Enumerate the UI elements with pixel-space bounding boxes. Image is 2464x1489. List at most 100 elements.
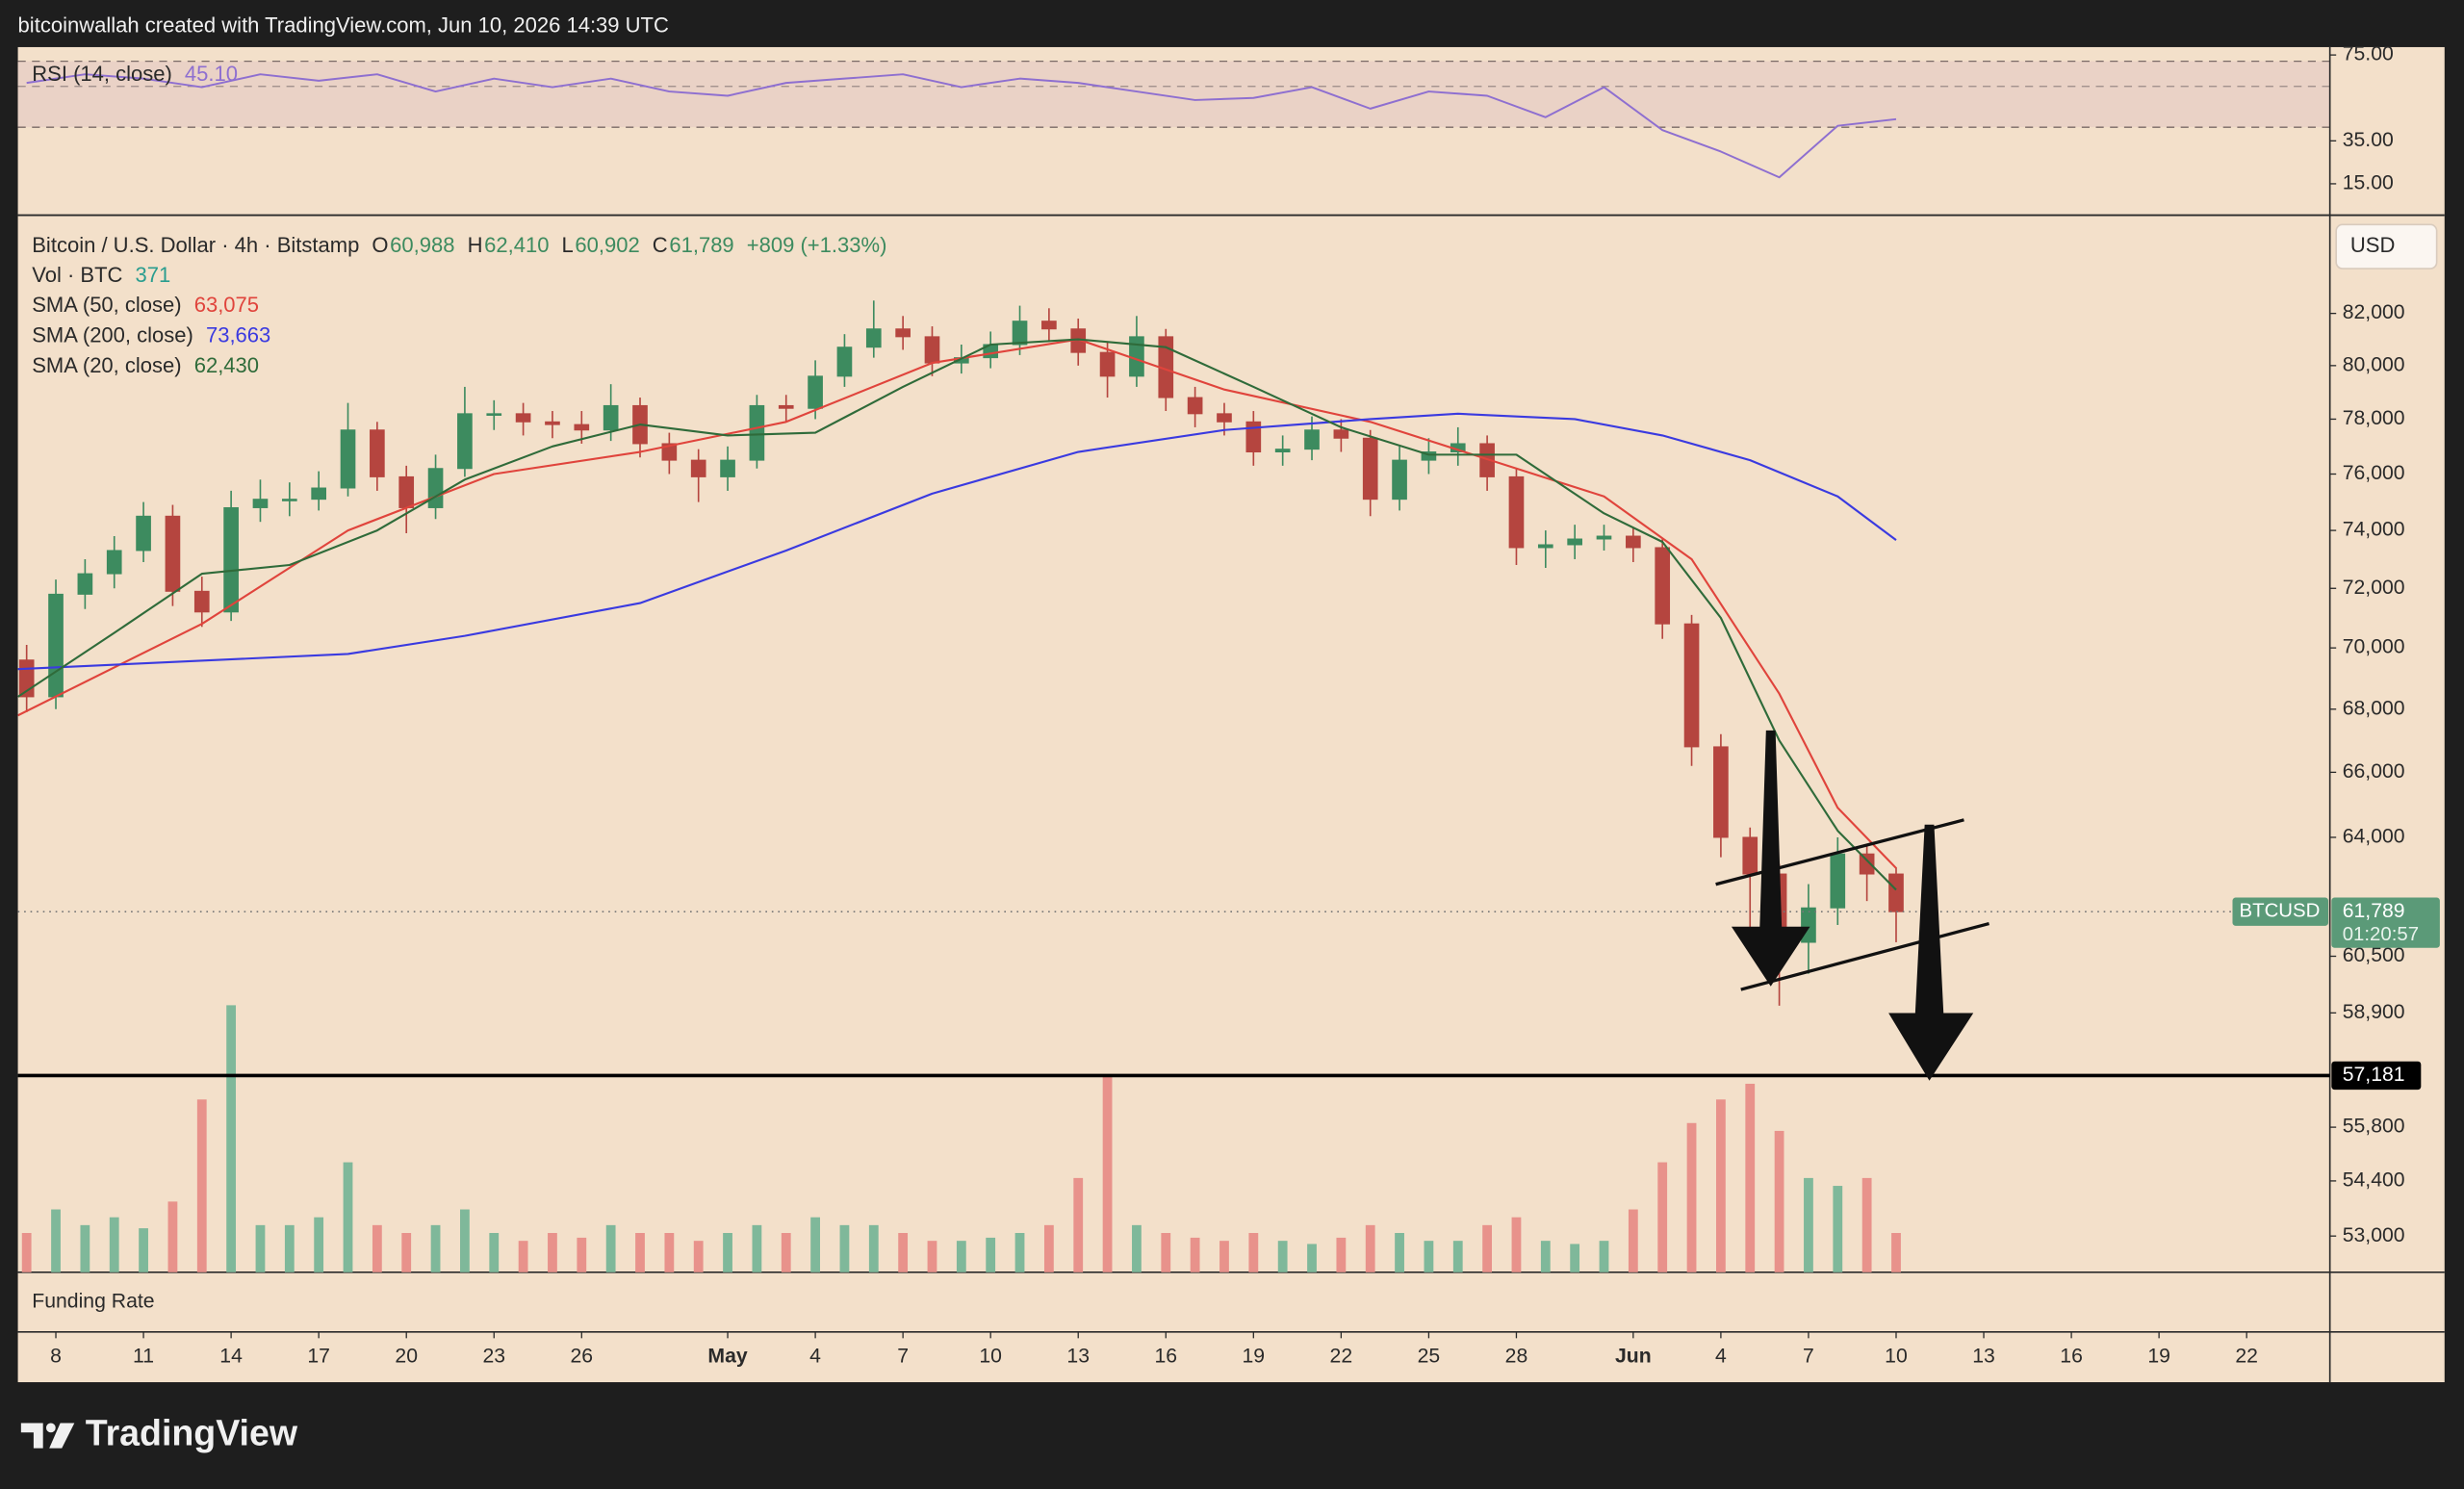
- candle-body: [1655, 547, 1671, 625]
- volume-bar: [548, 1233, 557, 1272]
- candle-body: [1274, 449, 1291, 453]
- volume-bar: [752, 1224, 762, 1272]
- candle-body: [370, 429, 385, 477]
- candle-body: [1801, 907, 1816, 943]
- y-tick-label: 70,000: [2343, 636, 2405, 658]
- volume-bar: [1511, 1217, 1522, 1272]
- volume-bar: [810, 1217, 820, 1272]
- x-tick-label: 4: [1715, 1346, 1727, 1368]
- volume-bar: [635, 1233, 645, 1272]
- candle-body: [515, 413, 531, 423]
- volume-bar: [1424, 1241, 1434, 1272]
- legend-ohlc-value: 61,789: [669, 233, 733, 257]
- currency-button[interactable]: [2335, 223, 2438, 270]
- x-tick-label: 16: [2060, 1346, 2083, 1368]
- volume-bar: [1365, 1224, 1375, 1272]
- y-tick-label: 55,800: [2343, 1116, 2405, 1138]
- candle-body: [1713, 746, 1729, 838]
- candle-body: [895, 328, 911, 338]
- y-tick-label: 54,400: [2343, 1169, 2405, 1192]
- candle-body: [427, 468, 444, 508]
- volume-bar: [109, 1217, 119, 1272]
- volume-bar: [1686, 1122, 1697, 1272]
- candle-body: [398, 475, 415, 508]
- volume-bar: [1745, 1083, 1756, 1272]
- legend-symbol: Bitcoin / U.S. Dollar · 4h · Bitstamp: [32, 233, 359, 257]
- volume-bar: [577, 1237, 587, 1272]
- volume-bar: [1716, 1099, 1726, 1272]
- volume-bar: [1482, 1224, 1493, 1272]
- legend-layer: Bitcoin / U.S. Dollar · 4h · Bitstamp O 60…: [32, 62, 886, 377]
- x-tick-label: 19: [1243, 1346, 1266, 1368]
- volume-bar: [284, 1224, 295, 1272]
- axis-layer: 82,000 80,000 78,000 76,000 74,000 72,000 70,0…: [17, 43, 2440, 1368]
- volume-bar: [314, 1217, 324, 1272]
- footer-brand: TradingView: [86, 1412, 298, 1452]
- volume-bar: [1861, 1177, 1872, 1272]
- legend-ohlc-value: 60,988: [390, 233, 454, 257]
- volume-bar: [1774, 1130, 1784, 1272]
- sma-line: [17, 338, 1897, 869]
- x-tick-label: 7: [1803, 1346, 1814, 1368]
- legend-name: Vol · BTC: [32, 263, 122, 287]
- x-tick-label: Jun: [1615, 1346, 1652, 1368]
- price-layer: [17, 300, 2330, 1006]
- volume-bar: [839, 1224, 850, 1272]
- volume-bar: [489, 1233, 500, 1272]
- candle-body: [77, 573, 93, 595]
- candle-body: [603, 404, 619, 431]
- x-tick-label: 4: [809, 1346, 821, 1368]
- volume-bar: [1657, 1162, 1668, 1272]
- y-tick-label: 68,000: [2343, 697, 2405, 719]
- symbol-tag-label: BTCUSD: [2240, 901, 2321, 922]
- volume-bar: [868, 1224, 879, 1272]
- legend-ohlc-key: O: [372, 233, 388, 257]
- x-tick-label: 19: [2147, 1346, 2170, 1368]
- currency-label[interactable]: USD: [2350, 233, 2395, 257]
- x-tick-label: 7: [897, 1346, 909, 1368]
- candle-body: [661, 443, 678, 461]
- volume-bar: [1190, 1237, 1200, 1272]
- volume-bar: [139, 1228, 148, 1272]
- channel-upper: [1715, 818, 1964, 886]
- x-tick-label: 13: [1972, 1346, 1995, 1368]
- candle-body: [778, 404, 794, 409]
- volume-bar: [693, 1241, 704, 1272]
- volume-bar: [1102, 1075, 1113, 1272]
- volume-bar: [1132, 1224, 1142, 1272]
- volume-bar: [21, 1233, 32, 1272]
- candle-body: [1626, 535, 1641, 549]
- candle-body: [457, 413, 473, 470]
- volume-bar: [956, 1241, 966, 1272]
- volume-bar: [1219, 1241, 1229, 1272]
- legend-name: RSI (14, close): [32, 62, 172, 86]
- candle-body: [311, 487, 326, 501]
- volume-bar: [1570, 1244, 1580, 1272]
- chart-background: [17, 46, 2445, 1383]
- candle-body: [193, 590, 210, 613]
- x-tick-label: 17: [307, 1346, 330, 1368]
- sma-line: [17, 338, 1897, 891]
- legend-change: +809 (+1.33%): [747, 233, 887, 257]
- y-tick-label: 76,000: [2343, 462, 2405, 484]
- y-tick-label: 60,500: [2343, 944, 2405, 966]
- candle-body: [865, 328, 882, 348]
- rsi-tick-label: 75.00: [2343, 43, 2394, 65]
- candle-body: [106, 550, 122, 575]
- x-tick-label: 10: [979, 1346, 1002, 1368]
- x-tick-label: 22: [1330, 1346, 1353, 1368]
- legend-value: 45.10: [185, 62, 238, 86]
- candle-body: [836, 347, 853, 377]
- volume-bar: [1336, 1237, 1347, 1272]
- volume-bar: [1891, 1233, 1901, 1272]
- level-tag: [2331, 1061, 2422, 1091]
- y-tick-label: 78,000: [2343, 407, 2405, 429]
- volume-bar: [343, 1162, 353, 1272]
- volume-layer: [21, 1005, 1901, 1272]
- candle-body: [340, 429, 356, 489]
- x-tick-label: 14: [219, 1346, 243, 1368]
- volume-bar: [1014, 1233, 1025, 1272]
- candle-body: [749, 404, 765, 461]
- arrow-down: [1731, 730, 1810, 987]
- x-tick-label: 13: [1066, 1346, 1090, 1368]
